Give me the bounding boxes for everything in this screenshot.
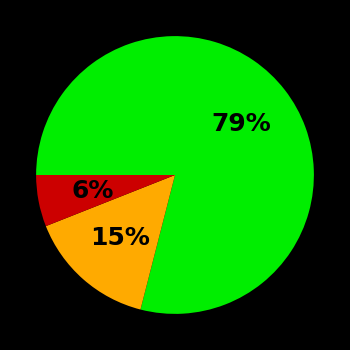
Text: 6%: 6% [72, 178, 114, 203]
Wedge shape [36, 175, 175, 226]
Wedge shape [46, 175, 175, 309]
Text: 79%: 79% [211, 112, 271, 136]
Text: 15%: 15% [90, 225, 150, 250]
Wedge shape [36, 36, 314, 314]
